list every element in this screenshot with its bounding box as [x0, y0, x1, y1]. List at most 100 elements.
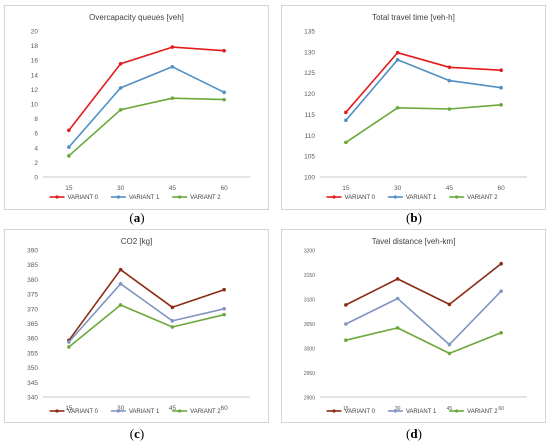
data-point-variant-0	[222, 48, 226, 53]
data-point-variant-1	[170, 64, 175, 69]
data-point-variant-2	[499, 331, 503, 335]
legend-marker-variant-0	[55, 409, 59, 413]
data-point-variant-2	[395, 326, 400, 330]
chart-svg-a: Overcapacity queues [veh] 0 2 4 6 8 10 12 14 16 18…	[31, 13, 250, 201]
y-tick-label: 3000	[304, 347, 315, 353]
data-point-variant-0	[344, 303, 348, 307]
x-tick-label: 60	[221, 405, 229, 412]
y-tick-label: 340	[27, 395, 38, 402]
data-point-variant-1	[344, 322, 348, 326]
y-tick-label: 125	[304, 70, 315, 77]
data-point-variant-0	[222, 287, 226, 292]
series-line-variant-0	[68, 268, 225, 341]
legend-label-variant-2: VARIANT 2	[467, 409, 498, 415]
subfigure-label-c: (c)	[129, 426, 145, 441]
legend-label-variant-0: VARIANT 0	[68, 409, 99, 415]
data-point-variant-1	[395, 296, 400, 301]
y-tick-label: 4	[34, 145, 38, 152]
legend-label-variant-2: VARIANT 2	[190, 409, 221, 415]
series-line-variant-1	[68, 65, 225, 148]
y-tick-label: 2	[34, 160, 38, 167]
y-tick-label: 3050	[304, 322, 315, 328]
y-tick-label: 3100	[304, 298, 315, 304]
legend-label-variant-1: VARIANT 1	[129, 409, 160, 415]
x-tick-label: 15	[65, 185, 73, 192]
legend-label-variant-0: VARIANT 0	[345, 409, 376, 415]
y-tick-label: 0	[34, 175, 38, 182]
data-point-variant-2	[395, 105, 400, 110]
chart-title: Overcapacity queues [veh]	[89, 13, 184, 22]
y-tick-label: 360	[27, 336, 38, 343]
x-tick-label: 45	[169, 185, 177, 192]
data-point-variant-1	[170, 319, 175, 323]
data-point-variant-2	[67, 345, 71, 349]
y-tick-label: 2900	[304, 396, 315, 402]
data-point-variant-2	[222, 312, 226, 317]
series-line-variant-0	[345, 51, 502, 113]
series-line-variant-2	[68, 304, 225, 348]
x-tick-label: 15	[342, 185, 350, 192]
subfigure-label-d: (d)	[406, 426, 422, 441]
y-tick-label: 345	[27, 380, 38, 387]
legend-marker-variant-1	[116, 195, 120, 199]
data-point-variant-2	[118, 108, 123, 112]
series-line-variant-2	[68, 97, 225, 157]
data-point-variant-0	[170, 45, 175, 49]
x-tick-label: 60	[221, 185, 229, 192]
chart-svg-c: CO2 [kg] 340 345 350 355 360 365 370 375 380 385 39…	[27, 237, 250, 415]
y-tick-label: 350	[27, 365, 38, 372]
x-tick-label: 30	[394, 185, 402, 192]
data-point-variant-0	[118, 62, 123, 66]
y-tick-label: 10	[31, 102, 39, 109]
legend-marker-variant-1	[393, 195, 397, 199]
legend-label-variant-2: VARIANT 2	[190, 195, 221, 201]
data-point-variant-1	[67, 340, 71, 344]
x-tick-label: 30	[117, 405, 125, 412]
data-point-variant-1	[447, 78, 452, 83]
y-tick-label: 100	[304, 175, 315, 182]
data-point-variant-2	[344, 338, 348, 342]
chart-panel-d: Tavel distance [veh-km] 2900 2950 3000 3050 3…	[281, 229, 546, 423]
data-point-variant-1	[395, 57, 400, 62]
x-tick-label: 60	[498, 185, 506, 192]
chart-svg-d: Tavel distance [veh-km] 2900 2950 3000 3050 3…	[304, 237, 527, 415]
legend-marker-variant-1	[393, 409, 397, 413]
series-line-variant-0	[345, 263, 502, 306]
legend-label-variant-2: VARIANT 2	[467, 195, 498, 201]
data-point-variant-1	[67, 145, 71, 149]
series-line-variant-2	[345, 327, 502, 355]
legend-marker-variant-2	[455, 195, 459, 199]
legend-marker-variant-0	[332, 409, 336, 413]
x-tick-label: 45	[169, 405, 177, 412]
y-tick-label: 130	[304, 49, 315, 56]
data-point-variant-0	[67, 128, 71, 133]
legend-label-variant-1: VARIANT 1	[406, 409, 437, 415]
data-point-variant-2	[222, 97, 226, 102]
x-tick-label: 45	[447, 406, 453, 412]
series-line-variant-2	[345, 104, 502, 144]
y-tick-label: 12	[31, 87, 39, 94]
series-line-variant-1	[68, 282, 225, 343]
y-tick-label: 135	[304, 29, 315, 36]
data-point-variant-1	[118, 282, 123, 286]
legend-marker-variant-2	[455, 409, 459, 413]
y-tick-label: 115	[305, 112, 316, 119]
data-point-variant-1	[222, 307, 226, 311]
y-tick-label: 8	[34, 116, 38, 123]
subfigure-label-a: (a)	[129, 210, 145, 225]
legend-marker-variant-0	[55, 195, 59, 199]
data-point-variant-2	[67, 154, 71, 158]
x-tick-label: 45	[446, 185, 454, 192]
y-tick-label: 18	[31, 43, 39, 50]
data-point-variant-2	[447, 107, 452, 111]
y-tick-label: 105	[304, 154, 315, 161]
chart-svg-b: Total travel time [veh-h] 100 105 110 115 120…	[304, 13, 527, 201]
y-tick-label: 6	[34, 131, 38, 138]
data-point-variant-0	[344, 110, 348, 115]
legend-marker-variant-2	[178, 195, 182, 199]
data-point-variant-2	[118, 303, 123, 307]
y-tick-label: 380	[27, 277, 38, 284]
legend-marker-variant-0	[332, 195, 336, 199]
x-tick-label: 15	[65, 405, 73, 412]
x-tick-label: 30	[395, 406, 401, 412]
